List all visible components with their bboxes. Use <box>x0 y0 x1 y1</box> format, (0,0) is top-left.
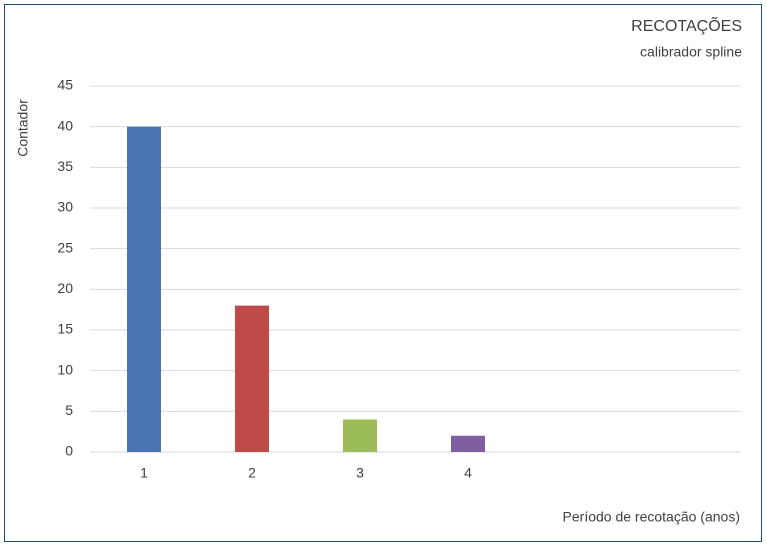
x-tick-label: 4 <box>464 465 472 481</box>
chart-frame <box>4 4 762 542</box>
bar <box>235 305 269 452</box>
y-tick-label: 35 <box>57 158 73 174</box>
chart-title: RECOTAÇÕES <box>631 15 742 35</box>
x-tick-label: 1 <box>140 465 148 481</box>
y-tick-label: 15 <box>57 321 73 337</box>
y-tick-label: 5 <box>65 402 73 418</box>
y-tick-label: 45 <box>57 77 73 93</box>
y-tick-label: 10 <box>57 361 73 377</box>
y-tick-label: 30 <box>57 199 73 215</box>
y-tick-label: 0 <box>65 443 73 459</box>
y-axis-label: Contador <box>15 99 31 157</box>
x-tick-label: 2 <box>248 465 256 481</box>
bar <box>451 435 485 452</box>
y-tick-label: 25 <box>57 239 73 255</box>
bar <box>127 126 161 453</box>
bar <box>343 419 377 452</box>
x-axis-label: Período de recotação (anos) <box>563 509 740 525</box>
x-tick-label: 3 <box>356 465 364 481</box>
y-tick-label: 40 <box>57 117 73 133</box>
y-tick-label: 20 <box>57 280 73 296</box>
chart-subtitle: calibrador spline <box>640 44 742 60</box>
